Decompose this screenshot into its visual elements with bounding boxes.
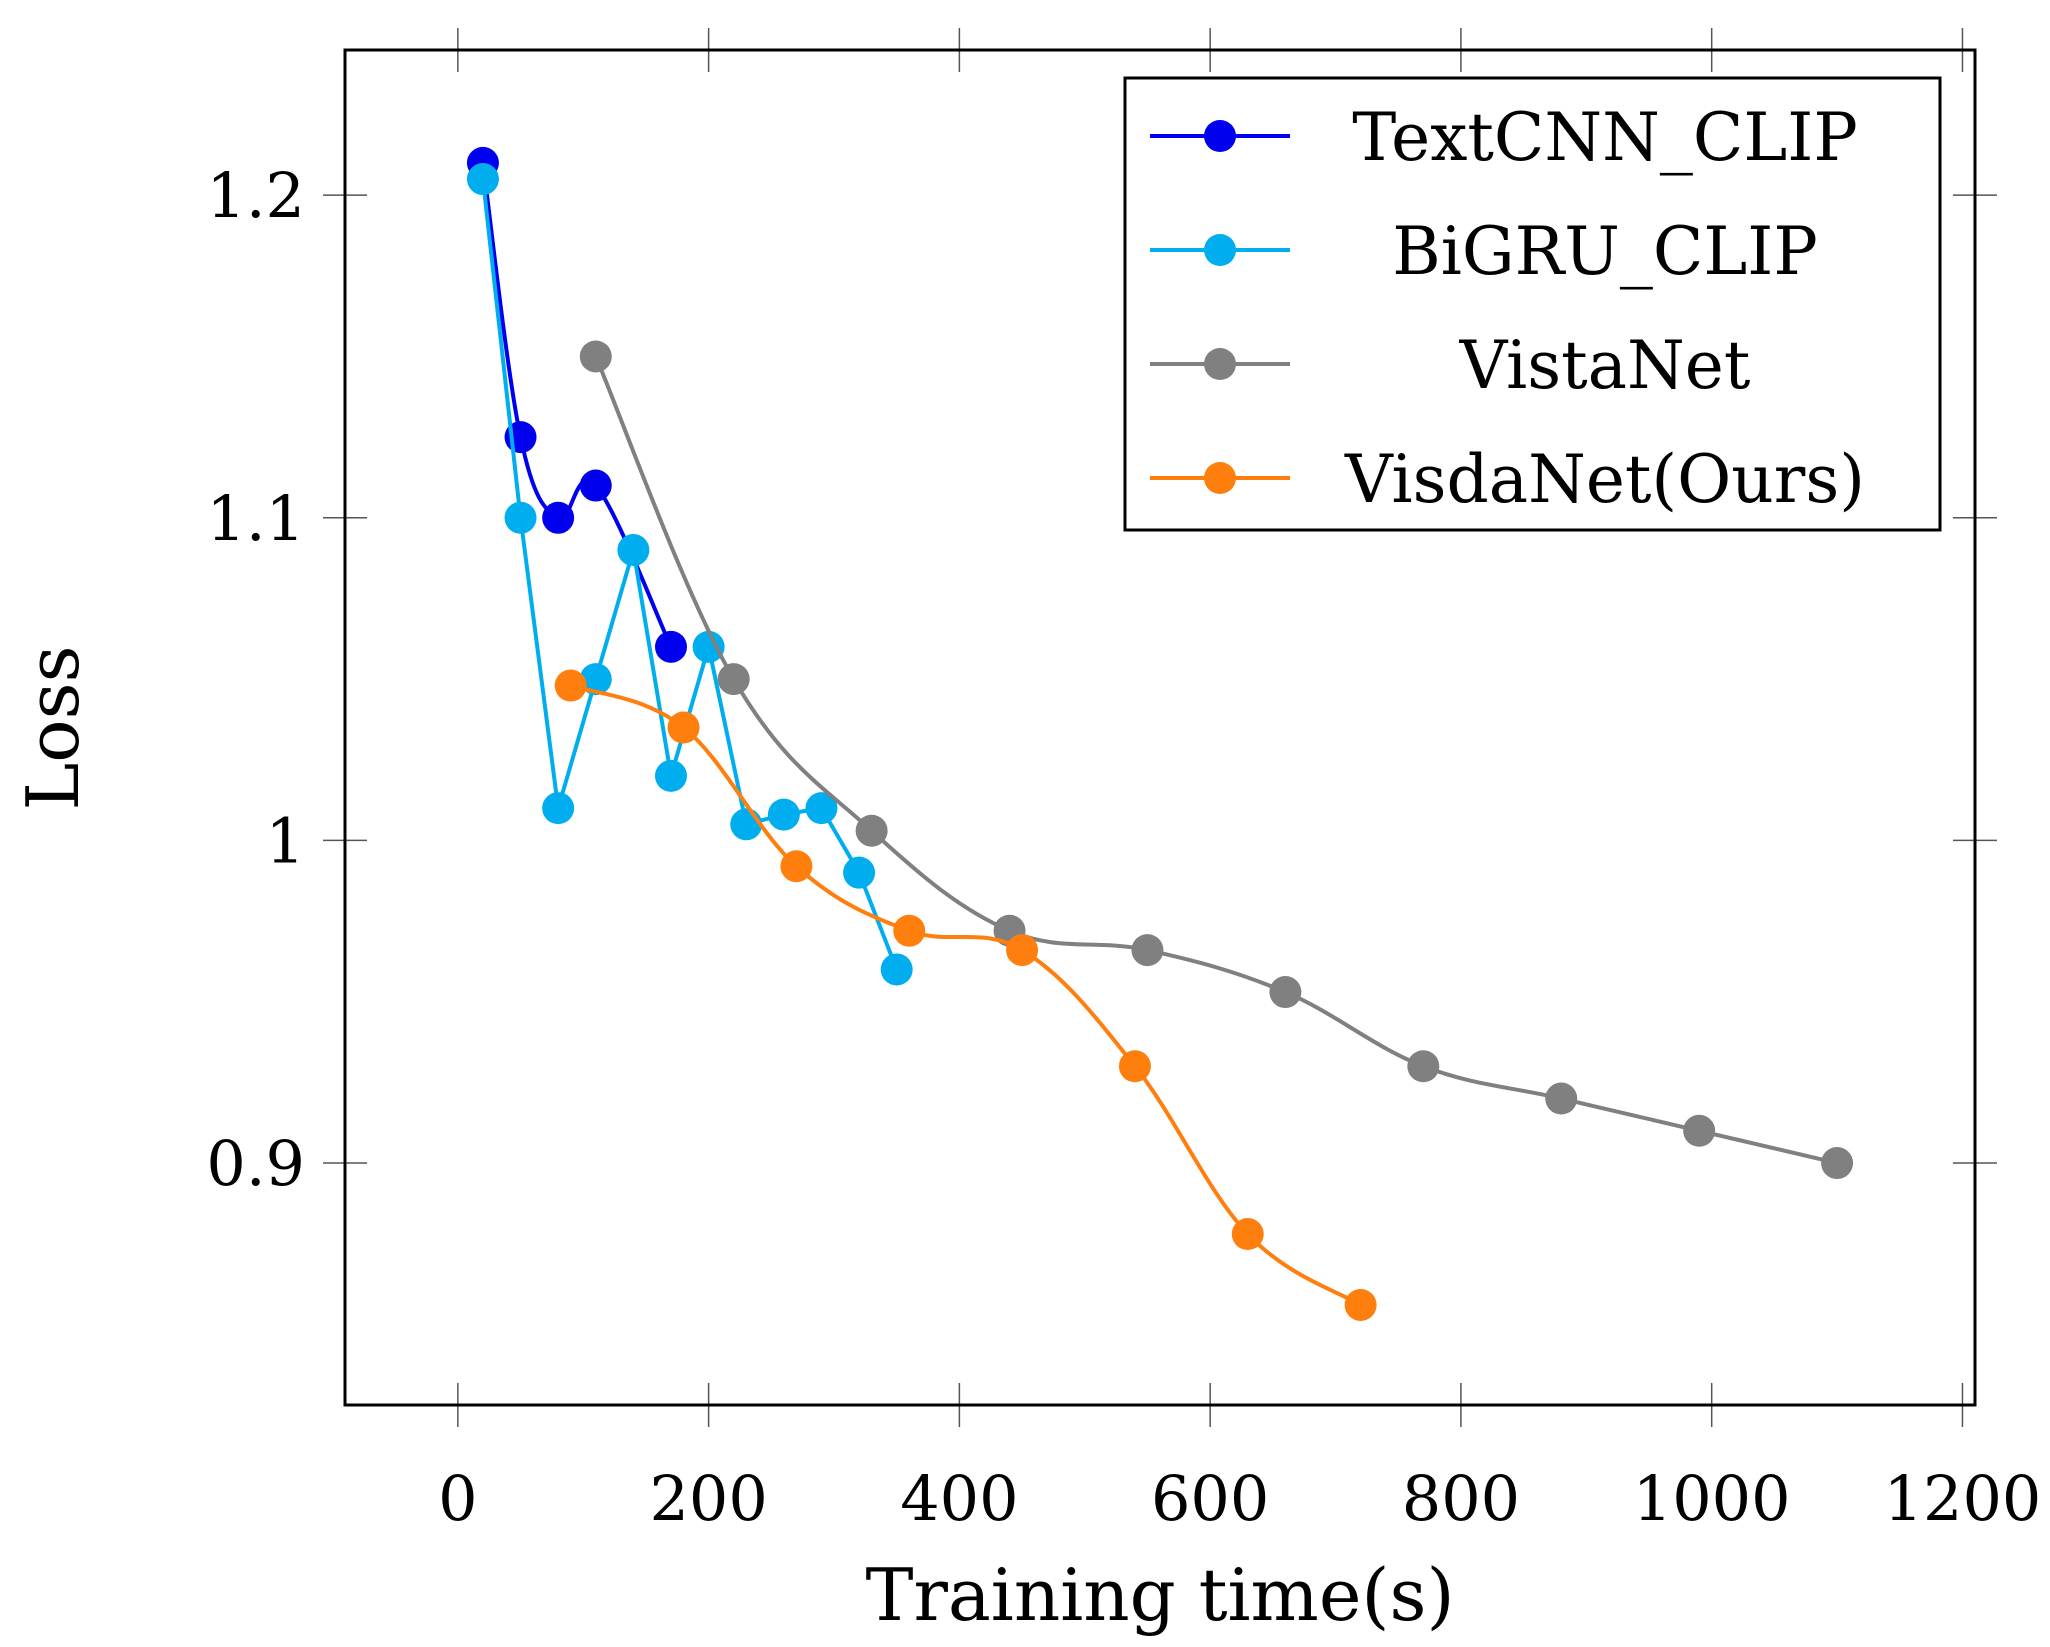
legend-marker-visdanet-ours [1204, 462, 1236, 494]
series-bigru-clip [466, 163, 913, 986]
data-point-vistanet [579, 340, 612, 373]
data-point-bigru-clip [767, 798, 800, 831]
legend-label-bigru-clip: BiGRU_CLIP [1392, 213, 1817, 290]
data-point-vistanet [1269, 976, 1302, 1009]
legend-item-bigru-clip: BiGRU_CLIP [1150, 213, 1818, 290]
legend-box [1123, 76, 1942, 532]
legend-label-vistanet: VistaNet [1459, 327, 1751, 404]
series-textcnn-clip [466, 146, 687, 663]
y-tick-label: 0.9 [206, 1127, 305, 1200]
data-point-bigru-clip [880, 953, 913, 986]
data-point-bigru-clip [843, 856, 876, 889]
legend-item-visdanet-ours: VisdaNet(Ours) [1150, 441, 1865, 518]
x-tick-label: 800 [1402, 1462, 1520, 1535]
x-axis-title: Training time(s) [865, 1553, 1454, 1637]
data-point-textcnn-clip [579, 469, 612, 502]
y-axis-title: Loss [11, 645, 95, 810]
data-point-bigru-clip [655, 759, 687, 792]
plot-area [466, 146, 1854, 1321]
legend-marker-textcnn-clip [1204, 120, 1236, 152]
x-tick-label: 0 [438, 1462, 477, 1535]
data-point-bigru-clip [466, 163, 499, 196]
data-point-visdanet-ours [1231, 1218, 1264, 1251]
data-point-vistanet [1821, 1147, 1854, 1180]
series-line-visdanet-ours [569, 683, 1362, 1307]
legend-label-textcnn-clip: TextCNN_CLIP [1352, 99, 1858, 176]
y-tick-label: 1.2 [206, 159, 305, 232]
data-point-vistanet [855, 814, 888, 847]
tick-labels: 0 200 400 600 800 1000 1200 0.9 1 1.1 1.2 [206, 159, 2041, 1535]
x-tick-label: 1200 [1884, 1462, 2042, 1535]
series-line-bigru-clip [480, 178, 899, 971]
legend: TextCNN_CLIP BiGRU_CLIP VistaNet VisdaNet(O… [1123, 76, 1942, 532]
legend-marker-bigru-clip [1204, 234, 1236, 266]
data-point-visdanet-ours [1344, 1288, 1377, 1321]
data-point-visdanet-ours [780, 850, 813, 883]
legend-marker-vistanet [1204, 348, 1236, 380]
data-point-vistanet [1545, 1082, 1578, 1115]
data-point-bigru-clip [504, 501, 537, 534]
data-point-visdanet-ours [1006, 934, 1039, 967]
data-point-bigru-clip [692, 630, 725, 663]
data-point-vistanet [1407, 1050, 1440, 1083]
series-line-textcnn-clip [480, 162, 673, 648]
data-point-visdanet-ours [1118, 1050, 1151, 1083]
data-point-visdanet-ours [554, 669, 587, 702]
data-point-bigru-clip [617, 534, 650, 567]
plot-frame [343, 48, 1977, 1407]
data-point-vistanet [1131, 934, 1164, 967]
data-point-bigru-clip [730, 808, 763, 841]
data-point-visdanet-ours [667, 711, 700, 744]
x-tick-label: 1000 [1633, 1462, 1791, 1535]
data-point-vistanet [1683, 1114, 1716, 1147]
data-point-bigru-clip [805, 792, 838, 825]
data-point-textcnn-clip [542, 501, 575, 534]
x-tick-label: 200 [649, 1462, 767, 1535]
x-tick-label: 400 [900, 1462, 1018, 1535]
series-visdanet-ours [554, 669, 1377, 1321]
data-point-vistanet [717, 663, 750, 696]
y-tick-label: 1.1 [206, 482, 305, 555]
data-point-textcnn-clip [655, 630, 687, 663]
series-vistanet [579, 340, 1854, 1180]
data-point-bigru-clip [542, 792, 575, 825]
y-tick-label: 1 [266, 804, 305, 877]
legend-label-visdanet-ours: VisdaNet(Ours) [1344, 441, 1865, 518]
data-point-visdanet-ours [893, 914, 926, 947]
x-tick-label: 600 [1151, 1462, 1269, 1535]
legend-item-vistanet: VistaNet [1150, 327, 1750, 404]
data-point-bigru-clip [579, 663, 612, 696]
legend-item-textcnn-clip: TextCNN_CLIP [1150, 99, 1858, 176]
